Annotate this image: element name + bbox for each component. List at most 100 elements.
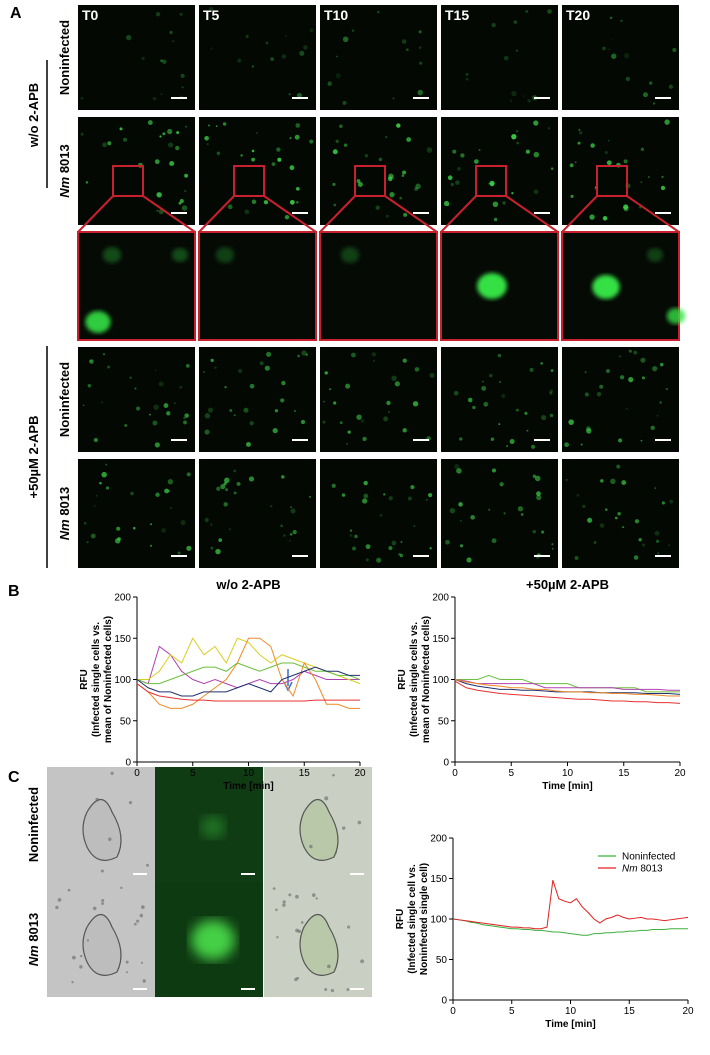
cell-spot [452, 149, 457, 154]
cell-spot [102, 353, 106, 356]
cell-spot [147, 120, 153, 126]
cell-spot [360, 419, 365, 423]
debris [108, 837, 112, 841]
cell-spot [130, 491, 134, 496]
cell-spot [159, 135, 162, 138]
cell-spot [481, 385, 487, 391]
cell-spot [584, 392, 589, 397]
cell-spot [414, 187, 419, 191]
x-tick-label: 5 [509, 1006, 515, 1017]
data-line [454, 679, 680, 691]
data-line [136, 683, 360, 702]
y-tick-label: 0 [441, 996, 447, 1007]
cell-spot [124, 424, 128, 428]
cell-spot [102, 142, 107, 148]
cell-spot [90, 533, 96, 539]
cell-spot [224, 386, 227, 389]
cell-spot [354, 534, 358, 539]
cell-spot [503, 55, 509, 61]
micrograph [78, 117, 195, 225]
cell-spot [114, 538, 121, 544]
cell-spot [181, 205, 188, 211]
cell-spot [236, 481, 241, 486]
cell-spot [402, 170, 407, 175]
x-tick-label: 5 [508, 768, 514, 779]
cell-spot [583, 15, 586, 18]
x-axis-label: Time [min] [223, 781, 273, 792]
micrograph [199, 5, 316, 110]
x-tick-label: 20 [674, 768, 686, 779]
cell-spot [497, 353, 502, 358]
cell-spot [184, 173, 189, 178]
debris [146, 863, 149, 867]
cell-spot [270, 57, 274, 61]
cell-spot [459, 437, 463, 441]
zoom-connector [319, 195, 356, 233]
cell-spot [184, 189, 187, 193]
x-axis-label: Time [min] [542, 781, 592, 792]
cell-spot [251, 157, 255, 162]
cell-spot [478, 149, 481, 151]
cell-spot [292, 529, 297, 535]
micrograph [320, 117, 437, 225]
cell-spot [332, 149, 338, 155]
cell-spot [176, 131, 180, 135]
zoom-spot [592, 275, 620, 299]
y-tick-label: 50 [436, 955, 448, 966]
cell-spot [297, 354, 300, 358]
debris [92, 906, 97, 911]
x-tick-label: 10 [562, 768, 574, 779]
debris [57, 897, 62, 902]
time-label: T0 [82, 7, 99, 23]
cell-spot [216, 151, 221, 156]
micrograph [78, 459, 195, 568]
cell-spot [455, 180, 460, 185]
cell-spot [327, 81, 332, 86]
cell-spot [152, 96, 157, 101]
cell-spot [162, 132, 166, 136]
cell-spot [301, 350, 307, 356]
cell-spot [402, 358, 407, 363]
cell-spot [290, 506, 292, 509]
cell-spot [255, 132, 258, 135]
debris [125, 960, 129, 964]
cell-spot [580, 443, 583, 446]
cell-spot [284, 214, 290, 220]
y-tick-label: 150 [114, 634, 131, 645]
cell-spot [457, 167, 461, 171]
x-tick-label: 15 [618, 768, 630, 779]
cell-spot [647, 176, 650, 178]
cell-spot [401, 39, 407, 44]
cell-spot [105, 463, 108, 466]
cell-spot [586, 428, 592, 434]
micrograph [441, 459, 558, 568]
micrograph [78, 5, 195, 110]
cell-spot [549, 413, 554, 418]
chart-title: +50µM 2-APB [526, 577, 609, 592]
cell-spot [640, 147, 645, 152]
cell-spot [389, 192, 395, 198]
cell-spot [602, 46, 606, 51]
cell-spot [322, 420, 326, 424]
cell-spot [652, 102, 656, 105]
cell-spot [179, 12, 183, 16]
zoom-connector [142, 195, 196, 233]
cell-spot [638, 538, 642, 542]
cell-spot [280, 398, 285, 403]
cell-spot [357, 181, 363, 187]
y-axis-label: RFU [79, 669, 90, 690]
cell-spot [604, 150, 608, 155]
cell-spot [406, 137, 412, 142]
cell-spot [549, 391, 553, 395]
debris [140, 961, 144, 964]
cell-spot [574, 555, 579, 560]
cell-spot [276, 147, 281, 152]
cell-spot [155, 492, 160, 497]
cell-spot [620, 19, 623, 23]
cell-spot [154, 442, 160, 448]
zoom-connector [384, 195, 438, 233]
cell-spot [331, 483, 336, 488]
cell-spot [654, 530, 660, 536]
cell-spot [263, 200, 269, 205]
